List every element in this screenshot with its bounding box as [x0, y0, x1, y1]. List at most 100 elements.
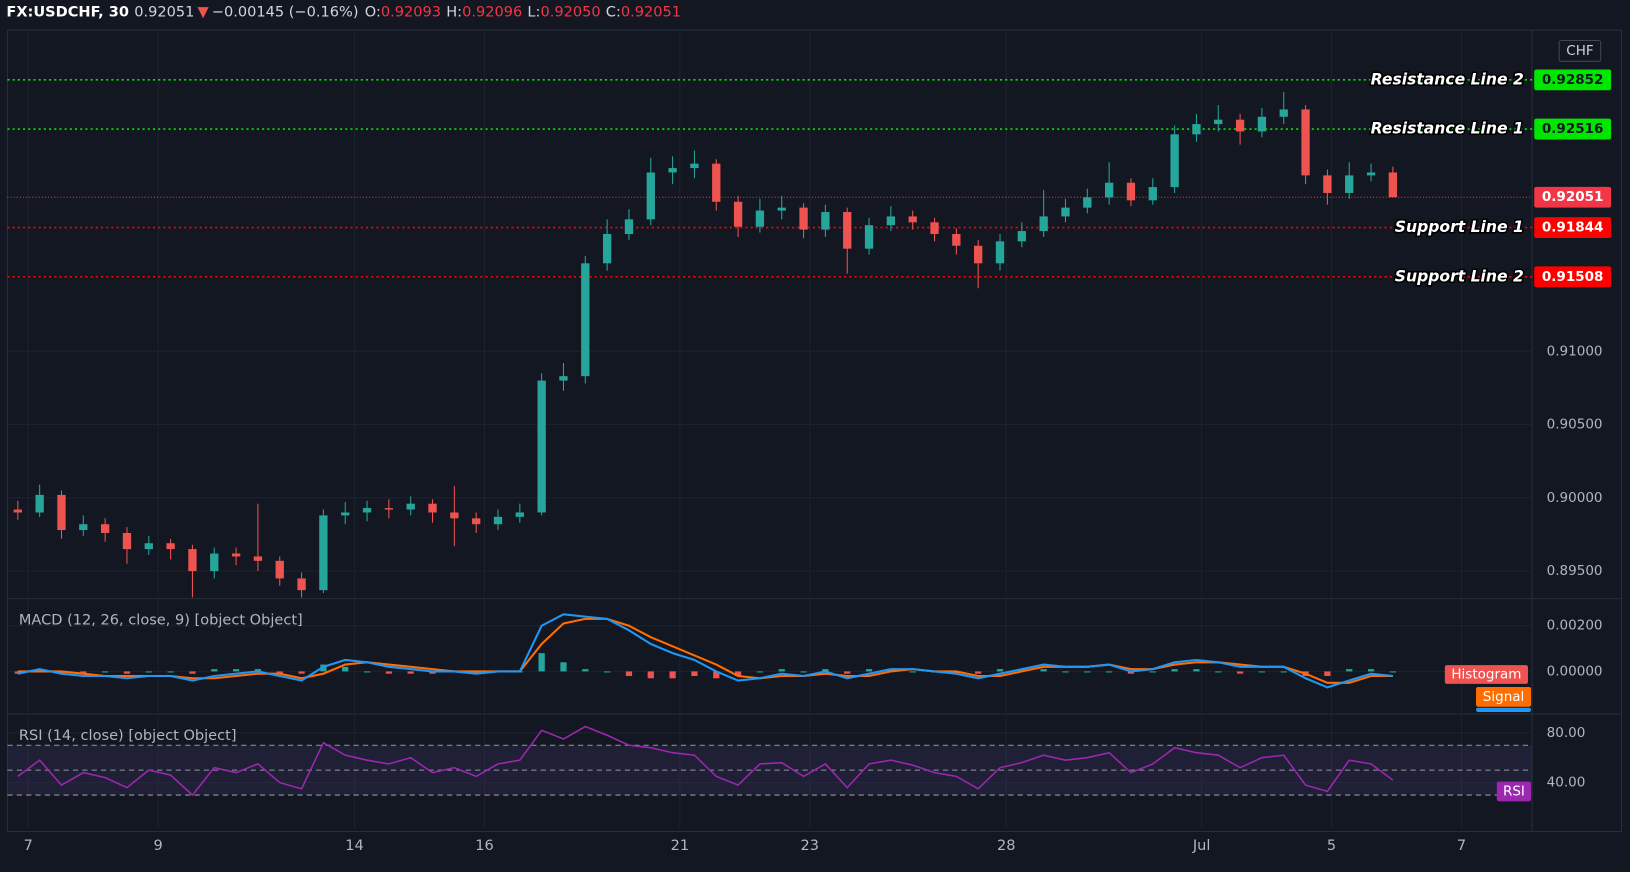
y-tick-label: 0.89500 [1547, 563, 1603, 579]
histogram-bar [1171, 669, 1178, 672]
candle-body [188, 549, 197, 572]
histogram-bar [1324, 671, 1331, 676]
histogram-bar [1258, 671, 1266, 673]
macd-title: MACD (12, 26, close, 9) [object Object] [19, 611, 303, 628]
candle-body [275, 560, 284, 579]
histogram-bar [1149, 671, 1156, 673]
histogram-bar [232, 669, 240, 672]
level-name: Support Line 1 [1395, 218, 1524, 236]
ohlc-value: 0.92093 [381, 3, 441, 20]
candle-body [515, 512, 524, 517]
x-tick-label: 7 [1457, 837, 1466, 854]
histogram-bar [1018, 669, 1025, 672]
histogram-bar [254, 669, 262, 672]
ohlc-value: 0.92050 [540, 3, 600, 20]
candle-body [406, 503, 415, 510]
series-line [17, 617, 1393, 684]
histogram-bar [996, 669, 1004, 672]
candle-body [777, 207, 786, 211]
level-price-box [1534, 118, 1612, 140]
histogram-bar [1084, 671, 1091, 673]
histogram-bar [80, 671, 87, 674]
candle-body [690, 163, 699, 169]
candle-body [362, 508, 372, 513]
currency-label[interactable]: CHF [1566, 43, 1593, 59]
histogram-bar [625, 671, 633, 676]
legend-swatch [1444, 665, 1528, 684]
histogram-bar [778, 669, 785, 672]
histogram-bar [1236, 671, 1244, 674]
histogram-bar [1040, 669, 1047, 672]
candle-body [341, 512, 350, 516]
candle-body [210, 553, 219, 572]
candle-body [974, 245, 983, 264]
candle-body [79, 524, 88, 531]
histogram-bar [756, 671, 764, 673]
candle-body [231, 553, 241, 557]
y-tick-label: 0.90000 [1547, 490, 1603, 506]
candle-body [668, 168, 677, 173]
x-tick-label: 14 [345, 837, 364, 854]
level-price: 0.92516 [1542, 121, 1604, 137]
legend-swatch [1496, 781, 1532, 802]
x-tick-label: 16 [475, 837, 494, 854]
level-price-box [1534, 217, 1612, 238]
histogram-bar [189, 671, 196, 674]
candle-body [1061, 207, 1070, 217]
histogram-bar [145, 671, 152, 673]
candle-body [755, 210, 765, 227]
candle-body [1388, 172, 1398, 198]
histogram-bar [167, 671, 174, 673]
candle-body [712, 163, 721, 202]
grid [7, 31, 1533, 829]
currency-box[interactable] [1558, 40, 1602, 62]
candle-body [166, 543, 175, 550]
histogram-bar [1389, 671, 1396, 673]
chart-frame [6, 29, 1623, 832]
x-tick-label: 28 [997, 837, 1016, 854]
candle-body [428, 503, 437, 513]
y-tick-label: 0.00000 [1547, 663, 1603, 679]
candle-body [493, 516, 503, 525]
histogram-bar [713, 671, 720, 679]
histogram-bar [1127, 671, 1135, 674]
level-name: Resistance Line 2 [1371, 70, 1524, 88]
candle-body [1017, 231, 1026, 242]
histogram-bar [887, 669, 894, 672]
histogram-bar [342, 666, 349, 672]
histogram-bar [734, 671, 742, 676]
histogram-bar [123, 671, 131, 674]
candle-body [821, 212, 830, 230]
histogram-bar [669, 671, 676, 679]
x-tick-label: 21 [671, 837, 690, 854]
price-change: −0.00145 (−0.16%) [212, 3, 359, 20]
histogram-bar [604, 671, 611, 673]
candle-body [1301, 109, 1310, 176]
histogram-bar [582, 669, 589, 672]
candle-body [1039, 216, 1048, 232]
candle-body [799, 207, 808, 230]
histogram-bar [58, 671, 65, 674]
histogram-bar [211, 669, 218, 672]
level-name: Resistance Line 1 [1371, 120, 1524, 138]
histogram-bar [538, 653, 545, 672]
histogram-bar [473, 671, 480, 674]
y-tick-label: 0.91000 [1547, 343, 1603, 359]
histogram-bar [407, 671, 414, 674]
series-line [17, 613, 1393, 689]
y-tick-label: 40.00 [1547, 775, 1586, 791]
level-price-box [1534, 266, 1612, 288]
candle-body [624, 219, 634, 235]
histogram-bar [865, 669, 873, 672]
histogram-bar [975, 671, 982, 674]
x-tick-label: 7 [24, 837, 33, 854]
histogram-bar [1193, 669, 1200, 672]
histogram-bar [385, 671, 392, 674]
legend-label: Histogram [1451, 667, 1521, 683]
legend-label: Signal [1483, 689, 1524, 705]
ohlc-label: O: [365, 3, 381, 20]
ohlc-label: L: [527, 3, 540, 20]
level-price: 0.92852 [1542, 72, 1604, 88]
